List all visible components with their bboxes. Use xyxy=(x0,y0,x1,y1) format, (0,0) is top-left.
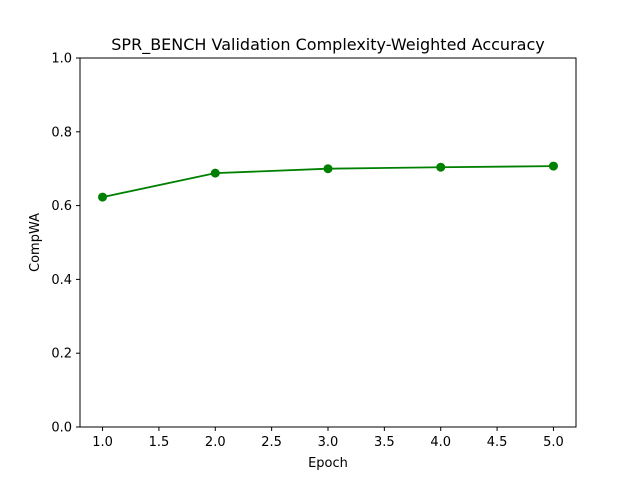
x-tick-label: 5.0 xyxy=(543,435,564,450)
data-point xyxy=(548,161,558,171)
x-tick-label: 1.0 xyxy=(92,435,113,450)
x-tick-label: 2.5 xyxy=(261,435,282,450)
data-point xyxy=(210,168,220,178)
y-tick-label: 0.2 xyxy=(51,347,72,362)
x-tick-label: 4.0 xyxy=(430,435,451,450)
data-point xyxy=(436,162,446,172)
y-tick-label: 0.4 xyxy=(51,273,72,288)
x-tick-label: 1.5 xyxy=(149,435,170,450)
data-point xyxy=(98,192,108,202)
y-tick-label: 0.0 xyxy=(51,421,72,436)
x-tick-label: 2.0 xyxy=(205,435,226,450)
plot-area-frame xyxy=(79,57,577,428)
y-axis-label: CompWA xyxy=(28,213,43,272)
x-tick-label: 3.0 xyxy=(318,435,339,450)
series-layer xyxy=(98,161,558,202)
x-axis-ticks: 1.0 1.5 2.0 2.5 3.0 3.5 4.0 4.5 5.0 xyxy=(92,427,564,450)
y-tick-label: 0.8 xyxy=(51,125,72,140)
y-tick-label: 1.0 xyxy=(51,52,72,67)
x-tick-label: 4.5 xyxy=(487,435,508,450)
data-point xyxy=(323,164,333,174)
y-tick-label: 0.6 xyxy=(51,199,72,214)
x-axis-label: Epoch xyxy=(308,456,348,471)
chart-title: SPR_BENCH Validation Complexity-Weighted… xyxy=(111,35,544,55)
y-axis-ticks: 0.0 0.2 0.4 0.6 0.8 1.0 xyxy=(51,52,80,436)
x-tick-label: 3.5 xyxy=(374,435,395,450)
